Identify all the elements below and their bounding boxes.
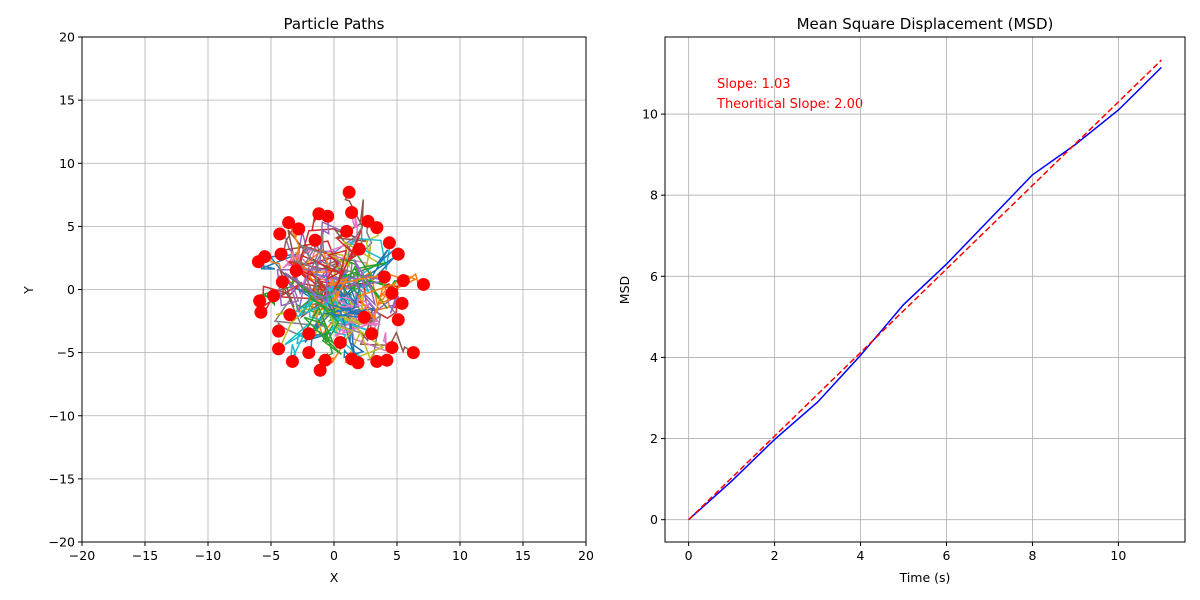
final-position-marker bbox=[342, 185, 356, 199]
particle-path bbox=[276, 268, 335, 315]
final-position-marker bbox=[406, 346, 420, 360]
x-tick-label: 6 bbox=[943, 548, 951, 563]
y-tick-label: 2 bbox=[650, 431, 658, 446]
final-position-marker bbox=[340, 224, 354, 238]
particle-path bbox=[273, 268, 335, 319]
y-tick-label: 4 bbox=[650, 350, 658, 365]
final-position-marker bbox=[308, 233, 322, 247]
final-position-marker bbox=[365, 327, 379, 341]
y-tick-label: 10 bbox=[642, 107, 658, 122]
x-tick-label: 4 bbox=[857, 548, 865, 563]
final-position-marker bbox=[273, 227, 287, 241]
x-tick-label: 0 bbox=[330, 548, 338, 563]
x-tick-label: 2 bbox=[771, 548, 779, 563]
final-position-marker bbox=[318, 353, 332, 367]
x-axis-label: X bbox=[330, 570, 339, 585]
final-position-marker bbox=[272, 342, 286, 356]
y-tick-label: 0 bbox=[650, 512, 658, 527]
final-position-marker bbox=[274, 247, 288, 261]
final-position-marker bbox=[302, 327, 316, 341]
y-tick-label: 8 bbox=[650, 188, 658, 203]
final-position-marker bbox=[283, 308, 297, 322]
y-tick-label: 0 bbox=[67, 282, 75, 297]
final-position-marker bbox=[357, 310, 371, 324]
msd-chart: Mean Square Displacement (MSD) Time (s) … bbox=[617, 15, 1186, 585]
final-position-marker bbox=[396, 274, 410, 288]
particle-path bbox=[299, 284, 340, 346]
particle-path bbox=[322, 288, 365, 345]
final-position-marker bbox=[380, 353, 394, 367]
final-position-marker bbox=[345, 205, 359, 219]
particle-path bbox=[324, 281, 376, 320]
final-position-marker bbox=[385, 286, 399, 300]
final-position-marker bbox=[272, 324, 286, 338]
x-tick-label: −10 bbox=[195, 548, 221, 563]
final-position-marker bbox=[258, 250, 272, 264]
particle-path bbox=[324, 230, 362, 290]
x-tick-label: −15 bbox=[132, 548, 158, 563]
final-position-marker bbox=[333, 336, 347, 350]
particle-path bbox=[327, 227, 384, 291]
final-position-marker bbox=[321, 209, 335, 223]
final-position-marker bbox=[391, 247, 405, 261]
x-tick-label: 20 bbox=[578, 548, 594, 563]
final-position-marker bbox=[345, 352, 359, 366]
theoretical-msd-line bbox=[688, 59, 1162, 521]
y-tick-label: −20 bbox=[49, 535, 75, 550]
y-tick-label: 5 bbox=[67, 219, 75, 234]
x-tick-label: 8 bbox=[1028, 548, 1036, 563]
y-tick-label: −10 bbox=[49, 408, 75, 423]
y-axis-label: MSD bbox=[617, 276, 632, 304]
chart-title: Particle Paths bbox=[284, 15, 385, 33]
final-position-marker bbox=[253, 294, 267, 308]
final-position-marker bbox=[267, 289, 281, 303]
y-tick-label: 20 bbox=[59, 30, 75, 45]
final-positions bbox=[251, 185, 430, 377]
theoretical-slope-annotation: Theoritical Slope: 2.00 bbox=[716, 97, 863, 112]
final-position-marker bbox=[370, 221, 384, 235]
x-tick-label: 10 bbox=[452, 548, 468, 563]
x-axis-label: Time (s) bbox=[899, 570, 951, 585]
axes-frame bbox=[81, 36, 587, 543]
y-axis-label: Y bbox=[21, 286, 36, 295]
msd-line bbox=[688, 66, 1162, 521]
final-position-marker bbox=[395, 296, 409, 310]
y-tick-label: 6 bbox=[650, 269, 658, 284]
final-position-marker bbox=[385, 341, 399, 355]
final-position-marker bbox=[275, 275, 289, 289]
y-tick-label: 10 bbox=[59, 156, 75, 171]
final-position-marker bbox=[302, 346, 316, 360]
final-position-marker bbox=[292, 222, 306, 236]
chart-title: Mean Square Displacement (MSD) bbox=[797, 15, 1054, 33]
final-position-marker bbox=[382, 236, 396, 250]
final-position-marker bbox=[285, 354, 299, 368]
final-position-marker bbox=[416, 277, 430, 291]
slope-annotation: Slope: 1.03 bbox=[717, 77, 791, 92]
grid-lines bbox=[665, 37, 1185, 542]
final-position-marker bbox=[313, 363, 327, 377]
final-position-marker bbox=[391, 313, 405, 327]
x-tick-label: −20 bbox=[69, 548, 95, 563]
x-tick-label: 5 bbox=[393, 548, 401, 563]
final-position-marker bbox=[352, 242, 366, 256]
particle-paths-chart: Particle Paths X Y −20 −15 −10 −5 0 5 10 15 20 −2… bbox=[21, 15, 594, 585]
x-tick-label: 15 bbox=[515, 548, 531, 563]
y-tick-label: 15 bbox=[59, 93, 75, 108]
final-position-marker bbox=[254, 305, 268, 319]
final-position-marker bbox=[377, 270, 391, 284]
x-tick-label: −5 bbox=[262, 548, 280, 563]
y-tick-label: −5 bbox=[57, 345, 75, 360]
final-position-marker bbox=[289, 264, 303, 278]
final-position-marker bbox=[282, 216, 296, 230]
x-tick-label: 10 bbox=[1110, 548, 1126, 563]
x-tick-label: 0 bbox=[685, 548, 693, 563]
final-position-marker bbox=[370, 354, 384, 368]
axes-frame bbox=[664, 36, 1186, 543]
y-tick-label: −15 bbox=[49, 471, 75, 486]
